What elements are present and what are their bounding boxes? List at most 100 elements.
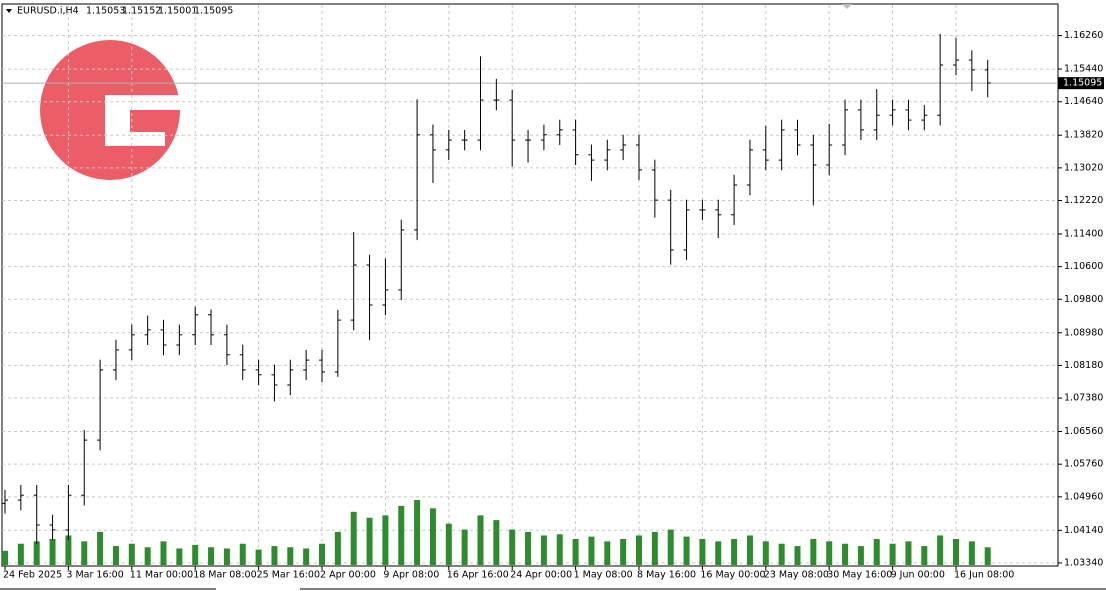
y-tick-label: 1.06560 — [1064, 426, 1103, 437]
y-tick-label: 1.03340 — [1064, 557, 1103, 568]
quote-low: 1.15001 — [158, 6, 197, 17]
volume-bar — [588, 536, 595, 565]
volume-bar — [128, 543, 135, 565]
x-tick-label: 24 Feb 2025 — [3, 570, 62, 581]
volume-bar — [572, 539, 579, 565]
quote-open: 1.15053 — [86, 6, 125, 17]
y-tick-label: 1.13820 — [1064, 130, 1103, 141]
x-tick-label: 11 Mar 00:00 — [130, 570, 193, 581]
quote-high: 1.15152 — [122, 6, 161, 17]
volume-bar — [350, 511, 357, 565]
volume-bar — [2, 550, 8, 565]
y-tick-label: 1.09800 — [1064, 294, 1103, 305]
x-tick-label: 23 May 08:00 — [764, 570, 829, 581]
volume-bar — [493, 520, 500, 565]
volume-bar — [49, 539, 56, 565]
x-tick-label: 30 May 16:00 — [827, 570, 892, 581]
volume-bar — [17, 543, 24, 565]
volume-bar — [398, 505, 405, 565]
y-tick-label: 1.13020 — [1064, 162, 1103, 173]
x-tick-label: 16 Jun 08:00 — [954, 570, 1014, 581]
current-price-box — [1058, 77, 1104, 90]
quote-close: 1.15095 — [194, 6, 233, 17]
volume-bar — [636, 535, 642, 565]
volume-bar — [477, 515, 484, 565]
volume-bar — [762, 541, 769, 565]
x-tick-label: 9 Jun 00:00 — [891, 570, 945, 581]
volume-bar — [223, 548, 230, 565]
symbol: EURUSD.i,H4 — [17, 6, 79, 17]
x-tick-label: 8 May 16:00 — [637, 570, 696, 581]
x-tick-label: 16 Apr 16:00 — [447, 570, 509, 581]
volume-bar — [937, 535, 944, 565]
volume-bar — [620, 539, 627, 565]
volume-bar — [794, 546, 801, 565]
y-tick-label: 1.15440 — [1064, 64, 1103, 75]
volume-bar — [208, 547, 215, 565]
volume-bar — [968, 541, 975, 565]
volume-bar — [414, 500, 421, 565]
volume-bar — [445, 523, 452, 565]
volume-bar — [112, 546, 119, 565]
volume-bar — [842, 543, 849, 565]
volume-bar — [255, 549, 262, 565]
volume-bar — [319, 543, 325, 565]
volume-bar — [382, 515, 389, 565]
volume-bar — [699, 539, 706, 565]
x-tick-label: 3 Mar 16:00 — [66, 570, 123, 581]
volume-bar — [921, 546, 928, 565]
volume-bar — [287, 547, 294, 565]
y-tick-label: 1.08980 — [1064, 327, 1103, 338]
x-tick-label: 9 Apr 08:00 — [383, 570, 439, 581]
volume-bar — [429, 508, 436, 565]
volume-bar — [303, 548, 310, 565]
volume-bar — [144, 547, 151, 565]
y-tick-label: 1.11400 — [1064, 228, 1103, 239]
volume-bar — [176, 548, 183, 565]
menu-arrow — [6, 9, 12, 13]
volume-bar — [667, 529, 674, 565]
logo — [40, 40, 180, 180]
current-price-label: 1.15095 — [1063, 78, 1102, 89]
volume-bar — [778, 543, 785, 565]
volume-bar — [160, 541, 167, 565]
volume-bar — [239, 543, 246, 565]
volume-bar — [461, 529, 468, 565]
volume-bar — [509, 529, 516, 565]
x-tick-label: 16 May 00:00 — [700, 570, 765, 581]
volume-bar — [540, 535, 547, 565]
y-tick-label: 1.14640 — [1064, 96, 1103, 107]
volume-bar — [715, 541, 722, 565]
y-tick-label: 1.04960 — [1064, 491, 1103, 502]
volume-bar — [683, 536, 690, 565]
x-tick-label: 18 Mar 08:00 — [193, 570, 256, 581]
x-tick-label: 2 Apr 00:00 — [320, 570, 376, 581]
y-tick-label: 1.08180 — [1064, 360, 1103, 371]
volume-bar — [33, 541, 40, 565]
volume-bar — [731, 539, 738, 565]
y-tick-label: 1.16260 — [1064, 30, 1103, 41]
volume-bar — [857, 546, 864, 565]
volume-bar — [271, 546, 278, 565]
volume-bar — [97, 531, 104, 565]
volume-bar — [525, 531, 532, 565]
y-tick-label: 1.07380 — [1064, 393, 1103, 404]
x-tick-label: 25 Mar 16:00 — [257, 570, 320, 581]
volume-bar — [192, 544, 199, 565]
volume-bar — [651, 531, 658, 565]
volume-bar — [604, 541, 611, 565]
volume-bar — [746, 535, 753, 565]
x-tick-label: 24 Apr 00:00 — [510, 570, 572, 581]
header: EURUSD.i,H4 1.15053 1.15152 1.15001 1.15… — [6, 6, 233, 17]
y-tick-label: 1.12220 — [1064, 195, 1103, 206]
volume-bar — [905, 541, 912, 565]
volume-bar — [334, 531, 341, 565]
y-tick-label: 1.04140 — [1064, 525, 1103, 536]
y-tick-label: 1.10600 — [1064, 261, 1103, 272]
volume-bar — [81, 541, 88, 565]
volume-bar — [65, 535, 72, 565]
volume-bar — [889, 543, 896, 565]
y-tick-label: 1.05760 — [1064, 459, 1103, 470]
